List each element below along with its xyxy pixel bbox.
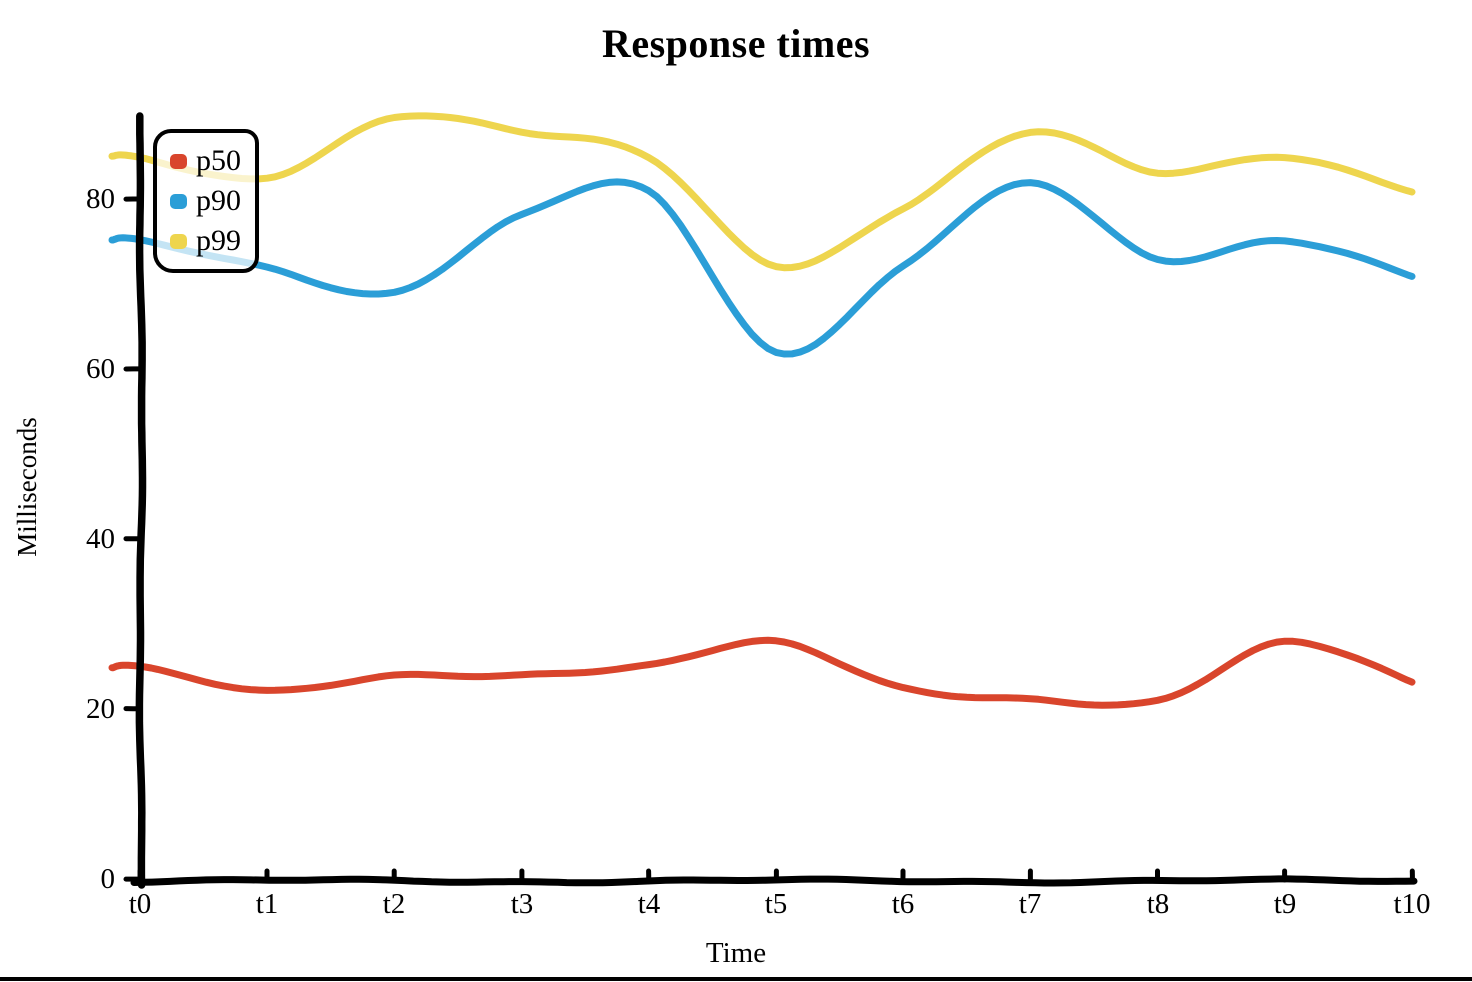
x-tick-label: t10 [1393,888,1431,920]
x-tick-label: t6 [891,888,915,920]
y-tick-label: 60 [86,353,115,385]
y-axis-label: Milliseconds [12,417,42,557]
series-line-p90 [108,178,1416,358]
y-axis-line [135,112,147,889]
x-tick-label: t1 [255,888,279,920]
x-tick-label: t9 [1273,888,1297,920]
x-axis-label: Time [705,937,767,969]
x-tick-label: t8 [1146,888,1170,920]
x-tick-label: t0 [128,888,152,920]
legend-swatch-icon [170,193,187,209]
chart-title: Response times [601,21,871,66]
x-tick-label: t7 [1018,888,1042,920]
legend-label: p50 [196,144,241,177]
y-tick-label: 20 [86,693,115,725]
legend-item: p99 [170,222,241,260]
legend-swatch-icon [170,153,187,169]
bottom-border [0,977,1472,981]
x-tick-label: t4 [637,888,661,920]
y-tick-label: 0 [100,863,116,895]
legend-item: p50 [170,142,241,180]
x-tick-label: t3 [510,888,534,920]
legend-item: p90 [170,182,241,220]
legend: p50 p90 p99 [153,129,259,273]
x-tick-label: t5 [764,888,788,920]
y-tick-label: 80 [86,183,115,215]
series-line-p99 [108,112,1416,272]
legend-swatch-icon [170,233,187,249]
legend-label: p90 [196,184,241,217]
legend-label: p99 [196,224,241,257]
x-tick-label: t2 [382,888,406,920]
series-line-p50 [108,636,1416,709]
y-tick-label: 40 [86,523,115,555]
